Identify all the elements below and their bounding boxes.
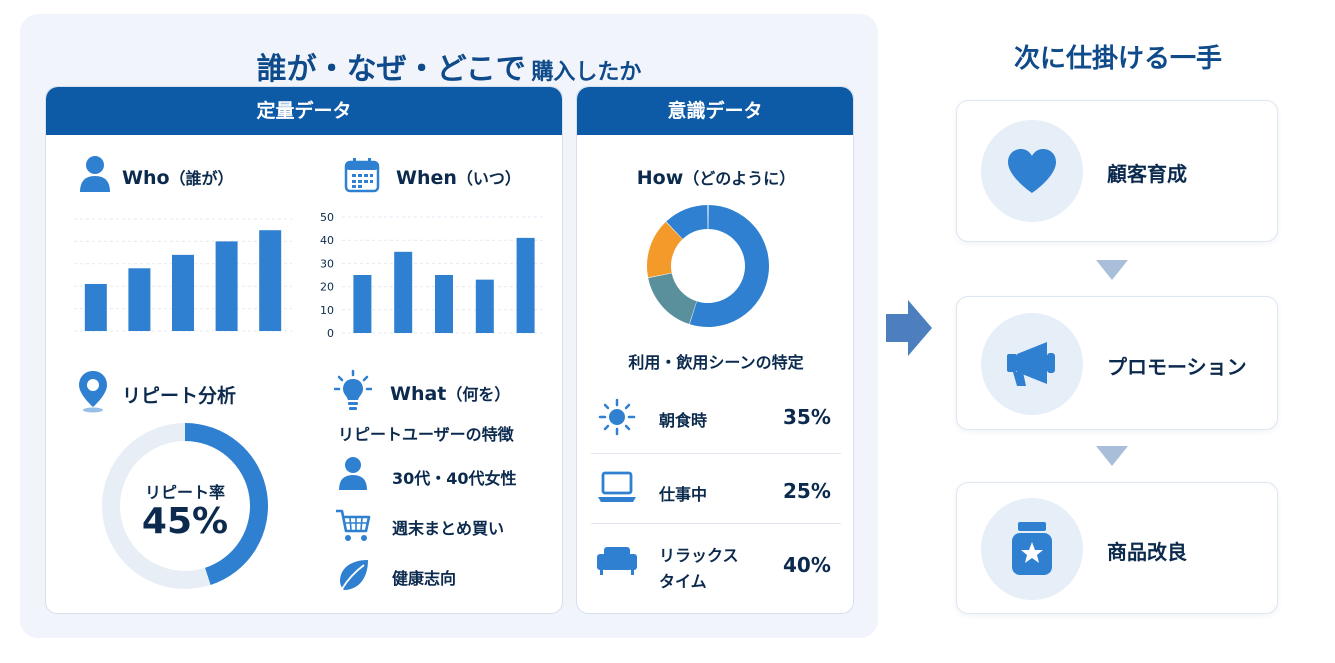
scene-3-label-line2: タイム	[659, 572, 707, 591]
what-title: What（何を）	[390, 381, 510, 405]
awareness-card: 意識データ How（どのように） 利用・飲用シーンの特定 朝食時 35% 仕事中…	[576, 86, 854, 614]
how-donut	[646, 203, 769, 327]
awareness-header: 意識データ	[577, 87, 853, 135]
what-title-sub: （何を）	[446, 385, 511, 404]
main-title: 誰が・なぜ・どこで 購入したか	[20, 44, 878, 88]
scene-3-value: 40%	[783, 553, 831, 577]
what-item-3: 健康志向	[392, 569, 457, 588]
what-item-2: 週末まとめ買い	[392, 519, 505, 538]
when-bar	[475, 279, 494, 333]
flow-arrow-icon	[886, 300, 932, 356]
how-title-main: How	[636, 167, 684, 189]
when-bar-chart: 50 40 30 20 10 0	[320, 211, 546, 340]
when-bar	[516, 237, 535, 333]
location-pin-icon	[79, 371, 107, 413]
who-bar	[84, 283, 107, 331]
when-bar	[353, 275, 372, 333]
lightbulb-icon	[334, 369, 372, 410]
megaphone-icon	[1007, 342, 1055, 386]
step-2-circle	[981, 313, 1083, 415]
how-donut-slice	[648, 272, 698, 325]
how-title-sub: （どのように）	[683, 169, 796, 188]
step-3-circle	[981, 498, 1083, 600]
laptop-icon	[598, 471, 636, 502]
step-3-label: 商品改良	[1107, 540, 1187, 564]
step-card-3: 商品改良	[956, 482, 1278, 614]
scene-3-label-line1: リラックス	[659, 546, 739, 565]
who-bar	[259, 230, 282, 331]
when-title: When（いつ）	[396, 165, 521, 189]
scene-label: 利用・飲用シーンの特定	[628, 353, 804, 372]
repeat-donut-slice	[184, 423, 268, 585]
when-title-main: When	[396, 167, 457, 189]
how-donut-slice	[689, 205, 769, 327]
when-tick-label: 20	[320, 281, 334, 294]
when-bar	[394, 251, 413, 333]
scene-3-label: リラックス タイム	[659, 543, 739, 595]
sofa-icon	[597, 547, 637, 575]
scene-2-value: 25%	[783, 479, 831, 503]
when-tick-label: 50	[320, 211, 334, 224]
what-item-1: 30代・40代女性	[392, 469, 517, 488]
step-card-1: 顧客育成	[956, 100, 1278, 242]
woman-icon	[339, 457, 367, 490]
step-1-label: 顧客育成	[1107, 162, 1187, 186]
who-bar-chart	[74, 218, 292, 332]
how-donut-slice	[647, 221, 684, 278]
step-down-arrow-1	[1096, 260, 1128, 280]
who-bar	[215, 241, 238, 331]
when-tick-label: 30	[320, 257, 334, 270]
heart-icon	[1008, 149, 1056, 193]
scene-divider-2	[591, 523, 841, 524]
when-title-sub: （いつ）	[456, 169, 521, 188]
when-tick-label: 40	[320, 234, 334, 247]
how-title: How（どのように）	[577, 165, 853, 189]
leaf-icon	[340, 560, 368, 590]
scene-2-label: 仕事中	[659, 485, 708, 504]
scene-1-label: 朝食時	[659, 411, 708, 430]
how-donut-slice	[666, 205, 709, 240]
calendar-icon	[344, 158, 380, 193]
who-bar	[128, 268, 151, 331]
sun-icon	[598, 398, 636, 436]
who-bar	[172, 254, 194, 331]
person-icon	[80, 156, 110, 192]
quant-card: 定量データ Who（誰が） When（いつ） 50 40 30 20 10 0 リピート分…	[45, 86, 563, 614]
repeat-rate-label: リピート率	[144, 483, 225, 502]
repeat-title: リピート分析	[122, 385, 237, 407]
who-title-sub: （誰が）	[169, 169, 234, 188]
jar-star-icon	[1012, 522, 1052, 575]
main-title-text: 誰が・なぜ・どこで	[256, 52, 526, 87]
when-tick-label: 10	[320, 304, 334, 317]
scene-divider-1	[591, 453, 841, 454]
what-subtitle: リピートユーザーの特徴	[338, 425, 514, 444]
scene-1-value: 35%	[783, 405, 831, 429]
who-title-main: Who	[122, 167, 170, 189]
who-title: Who（誰が）	[122, 165, 234, 189]
when-bar	[435, 275, 453, 333]
step-2-label: プロモーション	[1107, 355, 1247, 379]
step-card-2: プロモーション	[956, 296, 1278, 430]
step-down-arrow-2	[1096, 446, 1128, 466]
quant-header: 定量データ	[46, 87, 562, 135]
repeat-donut	[102, 423, 268, 589]
repeat-rate-value: 45%	[141, 501, 229, 542]
when-tick-label: 0	[327, 327, 334, 340]
what-title-main: What	[390, 383, 447, 405]
next-title: 次に仕掛ける一手	[1013, 44, 1222, 74]
shopping-cart-icon	[336, 509, 371, 541]
step-1-circle	[981, 120, 1083, 222]
main-title-sub: 購入したか	[531, 60, 642, 85]
